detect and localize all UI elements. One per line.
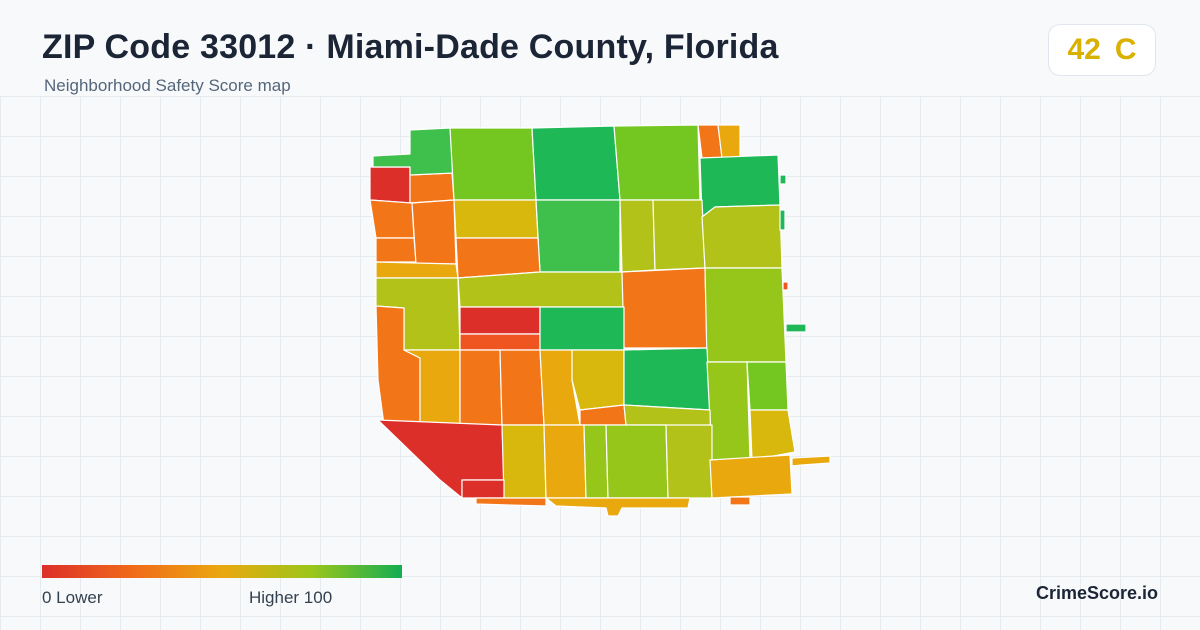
map-region[interactable] — [652, 199, 706, 271]
legend-min-label: 0 Lower — [42, 588, 103, 607]
map-region[interactable] — [459, 306, 541, 335]
map-region[interactable] — [717, 124, 741, 159]
map-region[interactable] — [746, 361, 789, 411]
map-region[interactable] — [623, 347, 711, 411]
map-region[interactable] — [475, 497, 547, 507]
safety-score-legend-bar — [42, 565, 402, 578]
map-region[interactable] — [501, 424, 547, 499]
map-region[interactable] — [457, 271, 625, 308]
map-region[interactable] — [535, 199, 621, 273]
map-region[interactable] — [583, 424, 609, 499]
brand-logo-text: CrimeScore.io — [1035, 583, 1158, 603]
map-region[interactable] — [375, 261, 459, 279]
map-region[interactable] — [499, 349, 545, 426]
safety-score-grade: C — [1114, 33, 1137, 66]
map-region[interactable] — [545, 497, 691, 517]
map-region[interactable] — [782, 281, 789, 291]
legend-max-label: Higher 100 — [249, 588, 333, 607]
map-region[interactable] — [539, 349, 581, 426]
map-region[interactable] — [369, 199, 415, 239]
map-region[interactable] — [701, 204, 783, 269]
map-region[interactable] — [571, 349, 625, 411]
map-region[interactable] — [706, 361, 751, 461]
map-region[interactable] — [779, 209, 786, 231]
map-region[interactable] — [543, 424, 587, 499]
map-region[interactable] — [709, 454, 793, 499]
map-region[interactable] — [704, 267, 787, 363]
map-region[interactable] — [453, 199, 539, 239]
safety-score-value: 42 — [1067, 33, 1101, 66]
map-region[interactable] — [539, 306, 625, 351]
map-region[interactable] — [619, 199, 656, 273]
map-region[interactable] — [531, 125, 621, 201]
map-region[interactable] — [605, 424, 669, 499]
map-region[interactable] — [779, 174, 787, 185]
map-region[interactable] — [665, 424, 713, 499]
map-region[interactable] — [449, 127, 537, 201]
map-region[interactable] — [375, 237, 417, 263]
map-region[interactable] — [459, 333, 541, 351]
map-region[interactable] — [613, 124, 701, 201]
safety-score-badge: 42 C — [1048, 24, 1156, 76]
map-region[interactable] — [409, 172, 455, 204]
map-region[interactable] — [791, 455, 831, 467]
map-region[interactable] — [455, 237, 541, 279]
map-region[interactable] — [749, 409, 796, 461]
map-region[interactable] — [369, 166, 411, 204]
map-region[interactable] — [461, 479, 505, 499]
map-region[interactable] — [729, 496, 751, 506]
map-region[interactable] — [411, 199, 457, 265]
map-region[interactable] — [785, 323, 807, 333]
page-title: ZIP Code 33012 · Miami-Dade County, Flor… — [42, 28, 779, 66]
map-region[interactable] — [621, 267, 708, 349]
page-subtitle: Neighborhood Safety Score map — [44, 76, 291, 95]
map-region[interactable] — [459, 349, 503, 426]
